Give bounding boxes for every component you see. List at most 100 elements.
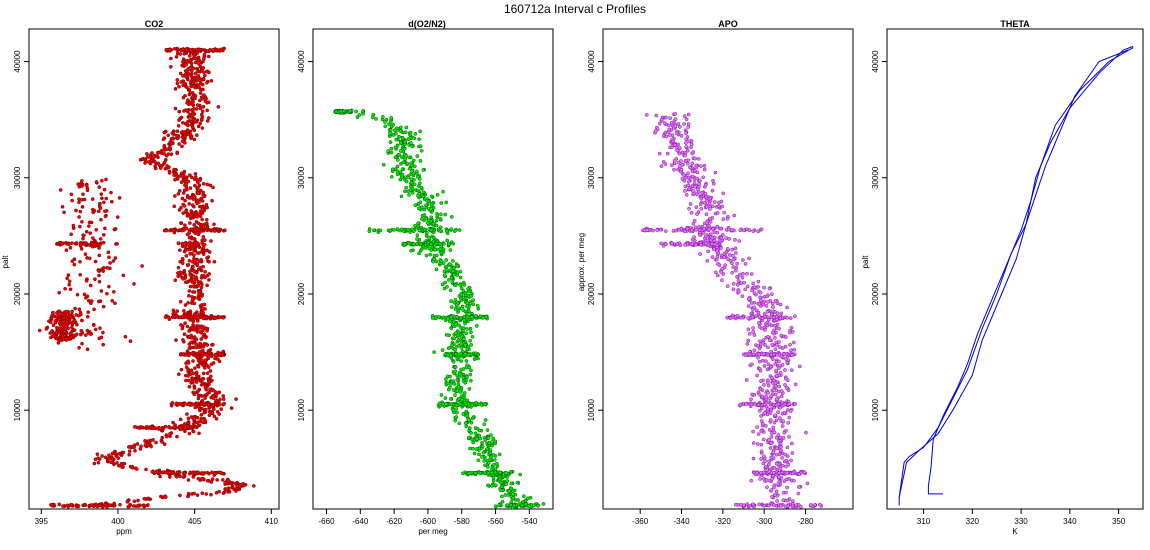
o2n2-data-point bbox=[409, 141, 413, 145]
co2-data-point bbox=[57, 290, 62, 295]
co2-data-point bbox=[205, 283, 209, 288]
o2n2-data-point bbox=[511, 496, 516, 500]
co2-data-point bbox=[175, 129, 180, 134]
o2n2-data-point bbox=[509, 486, 514, 491]
apo-data-point bbox=[746, 316, 751, 320]
o2n2-data-point bbox=[423, 216, 428, 221]
apo-data-point bbox=[783, 368, 787, 372]
co2-data-point bbox=[162, 160, 167, 165]
apo-data-point bbox=[762, 285, 766, 290]
apo-data-point bbox=[793, 314, 797, 319]
apo-data-point bbox=[699, 196, 704, 201]
co2-data-point bbox=[176, 372, 181, 377]
apo-data-point bbox=[790, 471, 795, 476]
apo-data-point bbox=[759, 457, 763, 461]
o2n2-data-point bbox=[474, 447, 479, 451]
co2-data-point bbox=[80, 219, 84, 224]
apo-data-point bbox=[684, 144, 689, 149]
co2-data-point bbox=[173, 278, 178, 283]
o2n2-data-point bbox=[449, 305, 454, 309]
o2n2-data-point bbox=[437, 315, 442, 319]
co2-data-point bbox=[194, 277, 199, 281]
apo-data-point bbox=[761, 437, 766, 442]
apo-data-point bbox=[696, 190, 701, 194]
apo-data-point bbox=[751, 429, 755, 434]
co2-data-point bbox=[132, 445, 136, 450]
co2-data-point bbox=[182, 471, 187, 476]
co2-data-point bbox=[120, 465, 124, 470]
co2-data-point bbox=[212, 471, 217, 475]
o2n2-data-point bbox=[511, 492, 515, 496]
co2-data-point bbox=[68, 287, 73, 292]
o2n2-data-point bbox=[443, 212, 448, 217]
apo-data-point bbox=[771, 402, 776, 407]
o2n2-data-point bbox=[500, 494, 504, 499]
co2-data-point bbox=[185, 232, 190, 237]
co2-data-point bbox=[173, 177, 177, 182]
co2-data-point bbox=[194, 220, 199, 224]
co2-data-point bbox=[72, 328, 77, 333]
co2-data-point bbox=[189, 325, 194, 330]
apo-data-point bbox=[690, 237, 695, 242]
co2-data-point bbox=[185, 195, 190, 200]
o2n2-data-point bbox=[438, 241, 443, 246]
co2-data-point bbox=[198, 361, 202, 366]
co2-data-point bbox=[204, 217, 209, 222]
apo-data-point bbox=[711, 227, 715, 232]
o2n2-data-point bbox=[458, 372, 462, 377]
co2-data-point bbox=[196, 232, 201, 237]
o2n2-data-point bbox=[420, 205, 424, 210]
o2n2-data-point bbox=[446, 316, 450, 321]
apo-data-point bbox=[757, 346, 762, 351]
apo-data-point bbox=[731, 287, 736, 292]
co2-data-point bbox=[204, 221, 209, 226]
apo-data-point bbox=[783, 504, 788, 509]
apo-data-point bbox=[667, 133, 672, 137]
o2n2-data-point bbox=[450, 269, 455, 274]
co2-data-point bbox=[101, 200, 106, 205]
co2-data-point bbox=[100, 454, 104, 458]
o2n2-data-point bbox=[455, 410, 459, 415]
co2-data-point bbox=[191, 371, 196, 376]
apo-data-point bbox=[677, 146, 682, 150]
o2n2-data-point bbox=[403, 189, 407, 194]
o2n2-data-point bbox=[432, 221, 436, 226]
co2-data-point bbox=[179, 367, 184, 372]
o2n2-data-point bbox=[445, 353, 450, 358]
apo-data-point bbox=[759, 227, 764, 232]
co2-data-point bbox=[187, 329, 191, 333]
co2-data-point bbox=[187, 202, 192, 206]
o2n2-data-point bbox=[468, 446, 472, 451]
apo-data-point bbox=[785, 315, 789, 320]
co2-data-point bbox=[56, 341, 61, 345]
co2-data-point bbox=[153, 166, 158, 171]
o2n2-data-point bbox=[457, 384, 461, 389]
apo-data-point bbox=[750, 362, 754, 367]
o2n2-data-point bbox=[439, 212, 443, 217]
co2-data-point bbox=[188, 401, 193, 406]
o2n2-data-point bbox=[412, 136, 417, 141]
co2-data-point bbox=[134, 467, 139, 471]
apo-data-point bbox=[761, 470, 766, 475]
apo-x-tick-label: -280 bbox=[797, 517, 814, 526]
o2n2-data-point bbox=[394, 137, 399, 142]
apo-data-point bbox=[692, 218, 697, 223]
co2-data-point bbox=[85, 314, 90, 319]
co2-data-point bbox=[78, 209, 83, 214]
co2-data-point bbox=[91, 207, 95, 212]
apo-data-point bbox=[684, 131, 688, 136]
apo-data-point bbox=[657, 151, 662, 156]
co2-data-point bbox=[97, 457, 102, 461]
co2-data-point bbox=[172, 425, 177, 430]
o2n2-data-point bbox=[457, 306, 461, 311]
o2n2-data-point bbox=[403, 157, 408, 161]
co2-data-point bbox=[80, 182, 85, 187]
apo-data-point bbox=[769, 408, 773, 413]
apo-panel-title: APO bbox=[718, 19, 738, 29]
co2-data-point bbox=[200, 126, 205, 130]
apo-data-point bbox=[809, 503, 813, 507]
o2n2-data-point bbox=[461, 412, 466, 416]
apo-data-point bbox=[715, 273, 720, 278]
o2n2-data-point bbox=[458, 275, 463, 280]
o2n2-data-point bbox=[454, 403, 459, 408]
